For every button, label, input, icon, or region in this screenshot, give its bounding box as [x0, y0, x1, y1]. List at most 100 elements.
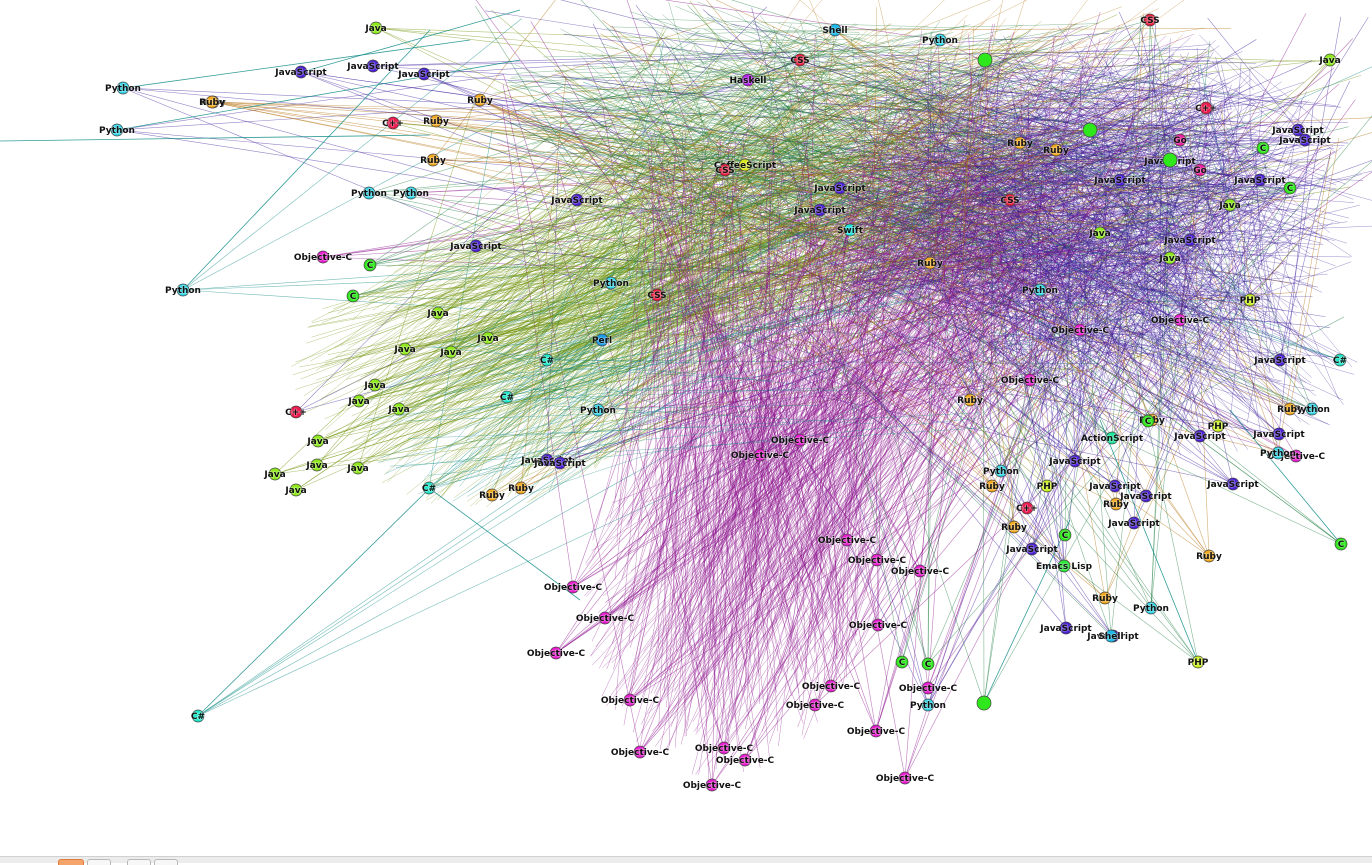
graph-node[interactable]: Objective-C [294, 251, 353, 263]
graph-node[interactable]: JavaScript [1005, 543, 1058, 555]
graph-node[interactable]: Java [439, 346, 461, 358]
graph-node[interactable]: Java [364, 22, 386, 34]
graph-node[interactable]: Shell [822, 24, 847, 36]
graph-node[interactable]: JavaScript [1233, 174, 1286, 186]
graph-node[interactable]: JavaScript [1107, 517, 1160, 529]
graph-node[interactable]: C# [422, 482, 436, 494]
graph-node[interactable]: Java [476, 332, 498, 344]
graph-node[interactable]: Python [983, 465, 1019, 477]
graph-node[interactable]: Objective-C [611, 746, 670, 758]
graph-node[interactable]: Java [426, 307, 448, 319]
graph-node[interactable]: Objective-C [899, 682, 958, 694]
graph-node[interactable] [977, 696, 991, 710]
graph-node[interactable]: C [1059, 529, 1071, 541]
graph-node[interactable]: C++ [382, 117, 404, 129]
graph-node[interactable]: Objective-C [716, 754, 775, 766]
graph-node[interactable]: Java [306, 435, 328, 447]
graph-node[interactable]: Go [1193, 164, 1207, 176]
graph-node[interactable]: Java [387, 403, 409, 415]
graph-node[interactable]: Objective-C [527, 647, 586, 659]
graph-node[interactable]: JavaScript [1206, 478, 1259, 490]
graph-node[interactable]: C++ [1016, 502, 1038, 514]
graph-node[interactable]: C [1142, 415, 1154, 427]
graph-node[interactable]: Swift [837, 224, 864, 236]
graph-node[interactable]: Python [922, 34, 958, 46]
graph-node[interactable]: C [1257, 142, 1269, 154]
graph-node[interactable]: JavaScript [1163, 234, 1216, 246]
graph-node[interactable]: Ruby [199, 96, 225, 108]
graph-node[interactable]: Ruby [1277, 403, 1303, 415]
graph-node[interactable]: CSS [790, 54, 809, 66]
graph-node[interactable]: Objective-C [849, 619, 908, 631]
graph-node[interactable]: Python [393, 187, 429, 199]
graph-node[interactable]: Objective-C [771, 434, 830, 446]
graph-node[interactable]: Objective-C [1001, 374, 1060, 386]
graph-node[interactable]: Python [351, 187, 387, 199]
graph-node[interactable]: JavaScript [1088, 480, 1141, 492]
graph-node[interactable]: Ruby [467, 94, 493, 106]
graph-node[interactable]: Ruby [1196, 550, 1222, 562]
graph-node[interactable]: JavaScript [550, 194, 603, 206]
graph-node[interactable]: Ruby [957, 394, 983, 406]
graph-node[interactable]: Python [105, 82, 141, 94]
graph-node[interactable]: PHP [1037, 480, 1058, 492]
graph-node[interactable]: CSS [715, 164, 734, 176]
graph-node[interactable]: C# [540, 354, 554, 366]
node-dot[interactable] [978, 53, 992, 67]
graph-node[interactable]: Ruby [1043, 144, 1069, 156]
graph-node[interactable]: Python [593, 277, 629, 289]
graph-node[interactable]: Ruby [1092, 592, 1118, 604]
graph-node[interactable]: Objective-C [847, 725, 906, 737]
toolbar-tab-3[interactable] [127, 859, 151, 865]
graph-node[interactable]: Emacs Lisp [1036, 560, 1093, 572]
graph-node[interactable]: Java [263, 468, 285, 480]
graph-node[interactable]: Objective-C [683, 779, 742, 791]
graph-node[interactable]: Objective-C [601, 694, 660, 706]
graph-node[interactable]: Go [1173, 134, 1187, 146]
graph-node[interactable]: Python [1133, 602, 1169, 614]
graph-node[interactable]: Objective-C [786, 699, 845, 711]
graph-node[interactable]: Python [1022, 284, 1058, 296]
graph-node[interactable]: Objective-C [802, 680, 861, 692]
graph-node[interactable]: C# [191, 710, 205, 722]
graph-node[interactable]: PHP [1240, 294, 1261, 306]
toolbar-tab-1[interactable] [58, 859, 84, 865]
graph-node[interactable]: JavaScript [397, 68, 450, 80]
graph-node[interactable]: PHP [1188, 656, 1209, 668]
graph-node[interactable]: JavaScript [346, 60, 399, 72]
graph-node[interactable]: JavaScript [813, 182, 866, 194]
graph-node[interactable]: JavaScript [1252, 428, 1305, 440]
graph-node[interactable]: Objective-C [848, 554, 907, 566]
graph-node[interactable]: C# [1333, 354, 1347, 366]
graph-node[interactable]: JavaScript [274, 66, 327, 78]
node-dot[interactable] [1083, 123, 1097, 137]
graph-node[interactable]: Ruby [917, 257, 943, 269]
graph-node[interactable]: C [347, 290, 359, 302]
graph-node[interactable]: Python [910, 699, 946, 711]
graph-node[interactable]: JavaScript [793, 204, 846, 216]
graph-node[interactable]: Objective-C [876, 772, 935, 784]
graph-node[interactable]: C [896, 656, 908, 668]
graph-node[interactable]: PHP [1208, 420, 1229, 432]
graph-node[interactable]: Objective-C [891, 565, 950, 577]
graph-node[interactable]: Objective-C [818, 534, 877, 546]
node-dot[interactable] [977, 696, 991, 710]
graph-node[interactable]: Haskell [730, 74, 767, 86]
graph-node[interactable]: Python [165, 284, 201, 296]
graph-node[interactable]: Objective-C [695, 742, 754, 754]
graph-node[interactable]: Ruby [423, 115, 449, 127]
graph-node[interactable]: CSS [647, 289, 666, 301]
graph-node[interactable]: Python [1260, 447, 1296, 459]
graph-node[interactable] [978, 53, 992, 67]
graph-node[interactable]: Python [580, 404, 616, 416]
graph-node[interactable]: C++ [1195, 102, 1217, 114]
graph-node[interactable]: JavaScript [1253, 354, 1306, 366]
graph-node[interactable]: C [1284, 182, 1296, 194]
graph-node[interactable]: Java [1218, 199, 1240, 211]
graph-node[interactable]: Objective-C [1151, 314, 1210, 326]
graph-node[interactable]: JavaScript [1278, 134, 1331, 146]
graph-node[interactable]: Ruby [1001, 521, 1027, 533]
graph-node[interactable]: Objective-C [731, 449, 790, 461]
graph-node[interactable]: Ruby [508, 482, 534, 494]
